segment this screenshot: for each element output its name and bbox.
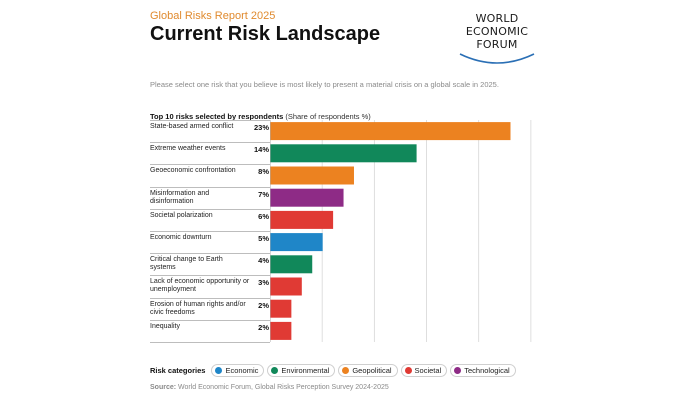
- legend-swatch: [215, 367, 223, 374]
- value-label: 4%: [258, 256, 269, 266]
- legend-label: Economic: [225, 366, 259, 375]
- legend: Risk categories Economic Environmental Geo…: [150, 364, 519, 377]
- bar: [270, 188, 344, 207]
- row-separator: [150, 275, 270, 277]
- logo-line-1: WORLD: [475, 12, 519, 25]
- value-label: 23%: [253, 123, 269, 132]
- row-separator: [150, 208, 270, 210]
- row-label: Inequality: [150, 322, 180, 330]
- value-label: 7%: [258, 189, 269, 199]
- legend-label: Geopolitical: [352, 366, 392, 375]
- bar: [270, 210, 334, 229]
- legend-item: Economic: [211, 364, 265, 377]
- survey-question: Please select one risk that you believe …: [150, 80, 499, 89]
- row-label: Lack of economic opportunity or unemploy…: [150, 278, 250, 294]
- bar: [270, 122, 511, 141]
- row-label: Societal polarization: [150, 211, 213, 219]
- value-label: 2%: [258, 300, 269, 310]
- value-label: 3%: [258, 278, 269, 288]
- chart-subtitle: (Share of respondents %): [285, 112, 371, 121]
- legend-swatch: [454, 367, 462, 374]
- wef-logo: WORLD ECONOMIC FORUM: [454, 12, 540, 70]
- report-label: Global Risks Report 2025: [150, 10, 276, 22]
- legend-item: Technological: [450, 364, 516, 377]
- legend-label: Environmental: [281, 366, 330, 375]
- row-separator: [150, 297, 270, 299]
- source-text: World Economic Forum, Global Risks Perce…: [178, 384, 389, 391]
- row-label: State-based armed conflict: [150, 123, 234, 130]
- logo-line-2: ECONOMIC: [465, 25, 529, 38]
- row-separator: [150, 253, 270, 255]
- logo-line-3: FORUM: [476, 38, 518, 51]
- legend-label: Societal: [414, 366, 442, 375]
- bar: [270, 255, 313, 274]
- bar: [270, 166, 354, 185]
- logo-arc-icon: [459, 53, 535, 64]
- source-label: Source:: [150, 384, 177, 391]
- row-separator: [150, 142, 270, 144]
- bar: [270, 299, 292, 318]
- row-label: Critical change to Earth systems: [150, 256, 223, 272]
- row-label: Extreme weather events: [150, 145, 226, 153]
- row-separator: [150, 231, 270, 232]
- row-separator: [150, 120, 270, 121]
- legend-title: Risk categories: [150, 366, 206, 375]
- legend-item: Societal: [400, 364, 448, 377]
- legend-items: Economic Environmental Geopolitical Societa…: [211, 364, 518, 377]
- value-label: 6%: [258, 211, 269, 221]
- bar: [270, 233, 323, 252]
- bar-plot: [270, 120, 532, 342]
- value-label: 8%: [258, 167, 269, 177]
- value-label: 14%: [253, 145, 269, 155]
- row-separator: [150, 164, 270, 166]
- row-label: Erosion of human rights and/or civic fre…: [150, 300, 246, 316]
- source-note: Source: World Economic Forum, Global Ris…: [150, 384, 389, 391]
- legend-label: Technological: [464, 366, 510, 375]
- bar: [270, 321, 292, 340]
- chart-heading: Top 10 risks selected by respondents (Sh…: [150, 112, 371, 121]
- row-label: Misinformation and disinformation: [150, 189, 210, 205]
- row-separator: [150, 342, 270, 343]
- value-label: 5%: [258, 234, 269, 243]
- legend-swatch: [342, 367, 350, 374]
- bar: [270, 277, 302, 296]
- chart-title: Top 10 risks selected by respondents: [150, 112, 284, 121]
- legend-item: Geopolitical: [338, 364, 398, 377]
- legend-swatch: [404, 367, 412, 374]
- page-title: Current Risk Landscape: [150, 23, 381, 45]
- row-label: Geoeconomic confrontation: [150, 167, 236, 175]
- legend-item: Environmental: [267, 364, 336, 377]
- legend-swatch: [271, 367, 279, 374]
- row-separator: [150, 319, 270, 321]
- value-label: 2%: [258, 322, 269, 332]
- bar: [270, 144, 417, 163]
- row-label: Economic downturn: [150, 234, 212, 241]
- row-separator: [150, 186, 270, 188]
